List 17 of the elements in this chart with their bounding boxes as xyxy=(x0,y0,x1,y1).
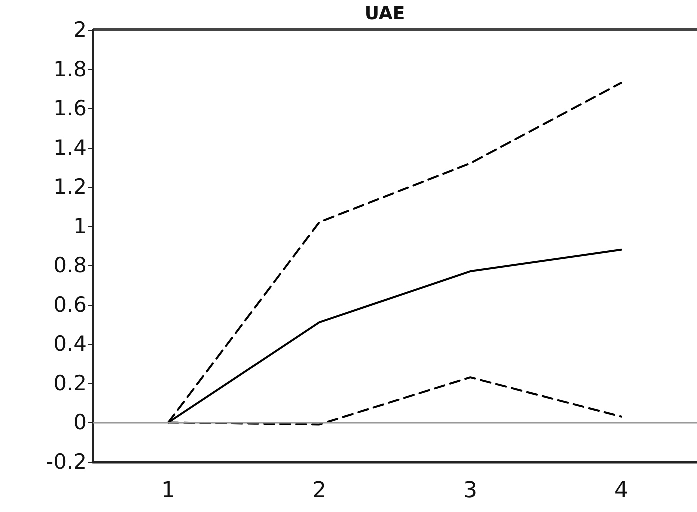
y-tick-label: 1.8 xyxy=(54,57,87,82)
y-tick-label: 2 xyxy=(74,18,87,42)
x-tick-label: 3 xyxy=(464,478,478,504)
y-tick-label: 0.4 xyxy=(54,332,87,356)
x-tick-label: 2 xyxy=(312,478,326,504)
y-tick-label: 1.6 xyxy=(54,96,87,121)
chart-title: UAE xyxy=(364,4,406,24)
y-tick-label: 0.8 xyxy=(54,254,87,278)
y-tick-label: -0.2 xyxy=(46,450,87,474)
y-tick-label: 1 xyxy=(74,214,87,238)
y-tick-label: 1.2 xyxy=(54,175,87,200)
y-tick-label: 0 xyxy=(74,410,87,435)
y-tick-label: 0.2 xyxy=(54,371,87,396)
y-tick-label: 0.6 xyxy=(54,292,87,317)
x-tick-label: 1 xyxy=(162,478,176,504)
y-tick-label: 1.4 xyxy=(54,136,87,160)
x-tick-label: 4 xyxy=(614,478,628,504)
